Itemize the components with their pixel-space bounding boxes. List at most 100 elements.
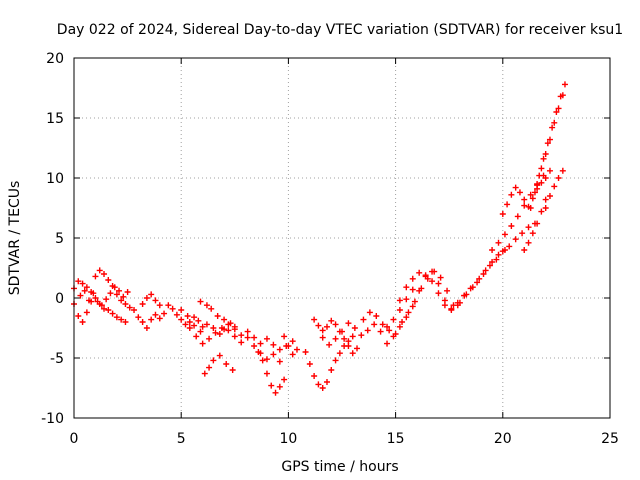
data-point <box>281 376 288 383</box>
data-point <box>555 105 562 112</box>
x-tick-label: 5 <box>177 431 186 447</box>
data-point <box>546 167 553 174</box>
series-arc-15 <box>360 247 508 337</box>
data-point <box>186 325 193 331</box>
data-point <box>126 304 133 311</box>
data-points <box>71 81 568 396</box>
data-point <box>203 302 210 309</box>
series-arc-7 <box>186 325 283 365</box>
plot-frame <box>73 57 611 419</box>
data-point <box>143 325 150 331</box>
data-point <box>519 230 526 237</box>
data-point <box>544 140 551 147</box>
data-point <box>416 287 423 294</box>
data-point <box>111 284 118 291</box>
data-point <box>546 136 553 143</box>
data-point <box>191 322 198 329</box>
data-point <box>281 333 288 340</box>
data-point <box>551 119 558 126</box>
data-point <box>210 325 217 331</box>
series-arc-8 <box>197 298 238 330</box>
data-point <box>542 205 549 211</box>
data-point <box>386 327 393 334</box>
series-arc-6 <box>178 307 296 353</box>
series-arc-19 <box>499 167 553 217</box>
data-point <box>549 124 556 131</box>
data-point <box>514 213 521 220</box>
series-arc-3 <box>77 284 131 309</box>
grid-lines <box>74 58 610 418</box>
data-point <box>216 352 223 359</box>
data-point <box>208 305 215 312</box>
data-point <box>201 370 208 377</box>
data-point <box>103 296 110 303</box>
data-point <box>349 333 356 340</box>
data-point <box>90 290 97 297</box>
data-point <box>289 338 296 345</box>
data-point <box>81 287 88 294</box>
data-point <box>508 223 515 229</box>
data-point <box>122 301 129 307</box>
data-point <box>536 172 543 179</box>
data-point <box>467 285 474 292</box>
data-point <box>238 332 245 339</box>
y-tick-label: 0 <box>55 291 64 307</box>
data-point <box>113 291 120 298</box>
series-arc-10 <box>255 349 288 396</box>
y-tick-label: 5 <box>55 231 64 247</box>
data-point <box>553 109 560 115</box>
data-point <box>534 220 541 227</box>
series-arc-22 <box>542 167 566 211</box>
data-point <box>182 321 189 328</box>
data-point <box>345 343 352 349</box>
data-point <box>169 305 176 312</box>
data-point <box>306 361 313 367</box>
series-arc-5 <box>139 291 163 309</box>
data-point <box>139 301 146 307</box>
data-point <box>411 298 418 305</box>
data-point <box>396 307 403 313</box>
data-point <box>538 165 545 172</box>
data-point <box>482 267 489 274</box>
data-point <box>538 208 545 215</box>
data-point <box>124 289 131 295</box>
data-point <box>197 298 204 305</box>
data-point <box>83 284 90 291</box>
data-point <box>396 297 403 304</box>
data-point <box>214 313 221 319</box>
data-point <box>341 335 348 342</box>
series-arc-14 <box>319 286 416 348</box>
series-arc-23 <box>521 196 549 253</box>
data-point <box>203 321 210 328</box>
data-point <box>251 334 258 341</box>
data-point <box>542 175 549 181</box>
data-point <box>364 327 371 334</box>
data-point <box>197 328 204 335</box>
data-point <box>531 189 538 196</box>
data-point <box>270 351 277 358</box>
data-point <box>489 247 496 253</box>
data-point <box>263 370 270 377</box>
data-point <box>75 313 82 319</box>
data-point <box>263 335 270 342</box>
series-arc-9 <box>201 352 236 377</box>
data-point <box>546 193 553 199</box>
data-point <box>178 307 185 313</box>
data-point <box>109 310 116 317</box>
series-arc-11 <box>281 333 300 358</box>
data-point <box>358 332 365 339</box>
chart-title: Day 022 of 2024, Sidereal Day-to-day VTE… <box>57 22 623 38</box>
data-point <box>390 316 397 323</box>
data-point <box>339 328 345 335</box>
data-point <box>512 184 519 191</box>
y-tick-label: -10 <box>41 411 64 427</box>
data-point <box>173 311 180 318</box>
data-point <box>216 331 223 337</box>
data-point <box>559 92 566 99</box>
x-tick-label: 0 <box>70 431 79 447</box>
data-point <box>152 297 159 304</box>
data-point <box>270 341 277 348</box>
data-point <box>534 181 541 187</box>
data-point <box>444 287 451 294</box>
data-point <box>319 327 326 334</box>
